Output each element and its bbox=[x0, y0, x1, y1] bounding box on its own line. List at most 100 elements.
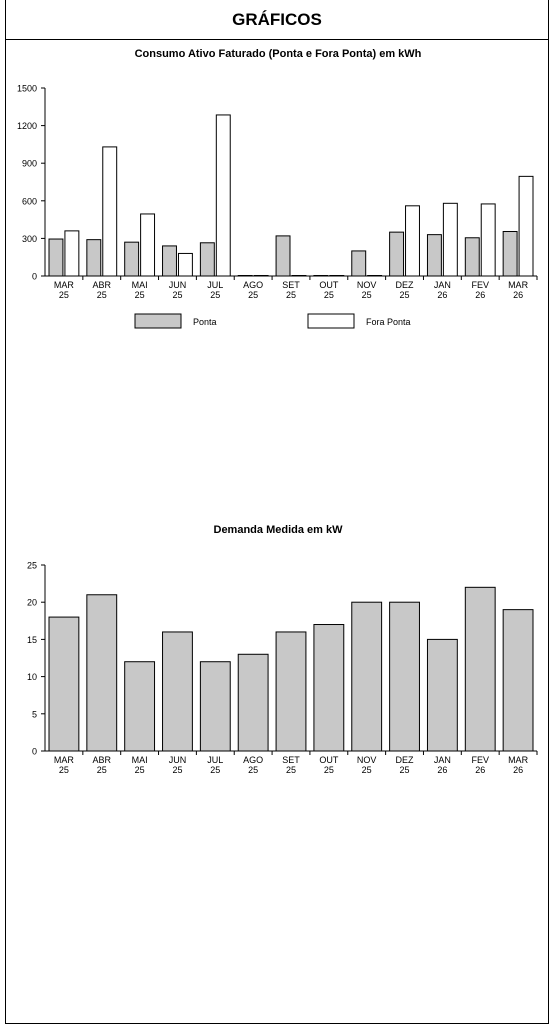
bar bbox=[86, 239, 102, 277]
legend-swatch bbox=[307, 313, 355, 329]
bar bbox=[140, 213, 156, 277]
x-tick-label: FEV bbox=[471, 280, 489, 290]
bar bbox=[351, 601, 383, 752]
x-tick-label: SET bbox=[282, 280, 300, 290]
bar bbox=[48, 238, 64, 277]
x-tick-label: 25 bbox=[210, 765, 220, 775]
x-tick-label: 25 bbox=[324, 290, 334, 300]
x-tick-label: 25 bbox=[97, 765, 107, 775]
bar bbox=[124, 661, 156, 752]
x-tick-label: OUT bbox=[319, 755, 339, 765]
y-tick-label: 0 bbox=[32, 747, 37, 757]
x-tick-label: 25 bbox=[59, 290, 69, 300]
chart-bars bbox=[48, 586, 534, 752]
x-tick-label: NOV bbox=[357, 280, 377, 290]
legend-label: Ponta bbox=[193, 317, 217, 327]
x-tick-label: 25 bbox=[135, 290, 145, 300]
bar bbox=[502, 609, 534, 752]
x-tick-label: 25 bbox=[135, 765, 145, 775]
bar bbox=[199, 242, 215, 277]
x-tick-label: 25 bbox=[324, 765, 334, 775]
chart-bars bbox=[48, 114, 534, 277]
y-tick-label: 0 bbox=[32, 272, 37, 282]
x-tick-label: 25 bbox=[248, 290, 258, 300]
y-tick-label: 15 bbox=[27, 635, 37, 645]
bar bbox=[237, 653, 269, 752]
bar bbox=[102, 146, 118, 277]
x-tick-label: AGO bbox=[243, 755, 263, 765]
x-tick-label: 25 bbox=[286, 765, 296, 775]
bar bbox=[518, 175, 534, 277]
bar bbox=[313, 275, 329, 277]
x-tick-label: 25 bbox=[248, 765, 258, 775]
y-tick-label: 1200 bbox=[17, 121, 37, 131]
x-tick-label: 25 bbox=[400, 765, 410, 775]
bar bbox=[426, 234, 442, 277]
x-tick-label: FEV bbox=[471, 755, 489, 765]
x-tick-label: SET bbox=[282, 755, 300, 765]
bar bbox=[351, 250, 367, 277]
x-tick-label: DEZ bbox=[396, 755, 415, 765]
bar bbox=[124, 241, 140, 277]
legend-swatch bbox=[134, 313, 182, 329]
x-tick-label: 26 bbox=[437, 765, 447, 775]
y-tick-label: 600 bbox=[22, 196, 37, 206]
y-tick-label: 5 bbox=[32, 709, 37, 719]
x-tick-label: AGO bbox=[243, 280, 263, 290]
bar bbox=[329, 275, 345, 277]
bar bbox=[426, 638, 458, 752]
page-frame bbox=[5, 0, 549, 1024]
y-tick-label: 10 bbox=[27, 672, 37, 682]
x-tick-label: JAN bbox=[434, 755, 451, 765]
bar bbox=[464, 237, 480, 277]
x-tick-label: MAI bbox=[132, 280, 148, 290]
bar bbox=[275, 631, 307, 752]
x-tick-label: 25 bbox=[59, 765, 69, 775]
bar bbox=[480, 203, 496, 277]
chart-title: Demanda Medida em kW bbox=[214, 524, 344, 536]
x-tick-label: NOV bbox=[357, 755, 377, 765]
x-tick-label: JAN bbox=[434, 280, 451, 290]
x-tick-label: MAR bbox=[508, 280, 529, 290]
bar bbox=[275, 235, 291, 277]
bar bbox=[405, 205, 420, 277]
x-tick-label: MAR bbox=[508, 755, 529, 765]
chart-title: Consumo Ativo Faturado (Ponta e Fora Pon… bbox=[135, 48, 422, 60]
x-tick-label: ABR bbox=[93, 755, 112, 765]
x-tick-label: JUL bbox=[207, 280, 223, 290]
bar bbox=[162, 245, 177, 277]
x-tick-label: 25 bbox=[362, 290, 372, 300]
bar bbox=[86, 594, 118, 752]
bar bbox=[442, 202, 458, 277]
bar bbox=[313, 624, 345, 752]
x-tick-label: DEZ bbox=[396, 280, 415, 290]
bar bbox=[389, 601, 420, 752]
x-tick-label: ABR bbox=[93, 280, 112, 290]
x-tick-label: MAR bbox=[54, 755, 75, 765]
chart-legend: Ponta Fora Ponta bbox=[134, 313, 411, 329]
chart-axes: 0510152025MAR25ABR25MAI25JUN25JUL25AGO25… bbox=[27, 561, 538, 775]
x-tick-label: 26 bbox=[475, 290, 485, 300]
bar bbox=[464, 586, 496, 752]
x-tick-label: OUT bbox=[319, 280, 339, 290]
bar bbox=[64, 230, 80, 277]
bar bbox=[162, 631, 193, 752]
x-tick-label: 25 bbox=[172, 290, 182, 300]
legend-label: Fora Ponta bbox=[366, 317, 411, 327]
x-tick-label: JUN bbox=[169, 280, 187, 290]
bar bbox=[237, 275, 253, 277]
x-tick-label: MAR bbox=[54, 280, 75, 290]
x-tick-label: 26 bbox=[475, 765, 485, 775]
x-tick-label: 25 bbox=[400, 290, 410, 300]
page-title: GRÁFICOS bbox=[232, 9, 322, 29]
bar bbox=[48, 616, 80, 752]
bar bbox=[502, 231, 518, 277]
y-tick-label: 25 bbox=[27, 561, 37, 571]
bar bbox=[253, 275, 269, 277]
consumption-chart: Consumo Ativo Faturado (Ponta e Fora Pon… bbox=[17, 48, 538, 329]
x-tick-label: 25 bbox=[286, 290, 296, 300]
y-tick-label: 300 bbox=[22, 234, 37, 244]
y-tick-label: 900 bbox=[22, 159, 37, 169]
x-tick-label: 26 bbox=[513, 765, 523, 775]
y-tick-label: 1500 bbox=[17, 84, 37, 94]
